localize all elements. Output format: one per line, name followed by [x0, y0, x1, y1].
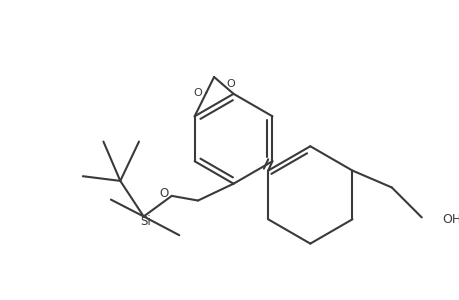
- Text: O: O: [159, 188, 168, 200]
- Text: OH: OH: [442, 213, 459, 226]
- Text: Si: Si: [140, 214, 151, 228]
- Text: O: O: [225, 79, 234, 89]
- Text: O: O: [193, 88, 202, 98]
